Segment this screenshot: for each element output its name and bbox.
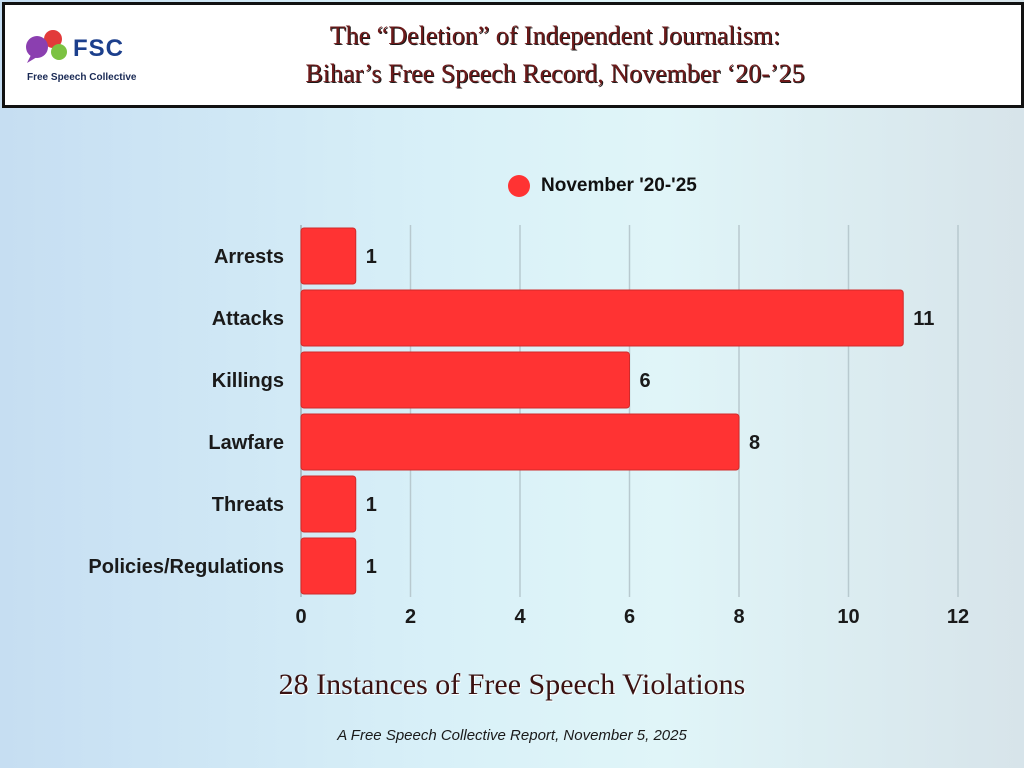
x-tick-label: 10 xyxy=(837,606,859,628)
x-tick-label: 8 xyxy=(733,606,744,628)
x-tick-label: 0 xyxy=(295,606,306,628)
category-label: Threats xyxy=(212,494,284,516)
legend-label: November '20-'25 xyxy=(541,175,697,196)
data-label: 1 xyxy=(366,246,377,268)
bar xyxy=(300,537,357,595)
bar xyxy=(300,289,904,347)
data-label: 6 xyxy=(640,370,651,392)
title-line-1: The “Deletion” of Independent Journalism… xyxy=(329,21,781,50)
logo-org-name: Free Speech Collective xyxy=(27,72,137,83)
x-tick-label: 6 xyxy=(624,606,635,628)
category-label: Killings xyxy=(212,370,284,392)
title-line-2: Bihar’s Free Speech Record, November ‘20… xyxy=(305,59,805,88)
x-tick-label: 2 xyxy=(405,606,416,628)
chart-caption: 28 Instances of Free Speech Violations xyxy=(278,668,746,701)
legend-swatch xyxy=(508,175,530,197)
data-label: 11 xyxy=(913,308,934,330)
data-label: 1 xyxy=(366,494,377,516)
header-banner: FSC Free Speech Collective The “Deletion… xyxy=(2,2,1024,108)
data-label: 8 xyxy=(749,432,760,454)
bar xyxy=(300,475,357,533)
category-label: Policies/Regulations xyxy=(88,556,284,578)
category-label: Arrests xyxy=(214,246,284,268)
speech-bubbles-icon xyxy=(26,30,67,63)
report-credit: A Free Speech Collective Report, Novembe… xyxy=(337,727,687,744)
logo-abbreviation: FSC xyxy=(73,35,124,62)
x-tick-label: 12 xyxy=(947,606,969,628)
category-label: Attacks xyxy=(212,308,284,330)
data-label: 1 xyxy=(366,556,377,578)
bar xyxy=(300,413,740,471)
bar xyxy=(300,227,357,285)
fsc-logo: FSC Free Speech Collective xyxy=(23,29,143,89)
x-tick-label: 4 xyxy=(514,606,526,628)
bar xyxy=(300,351,630,409)
category-label: Lawfare xyxy=(208,432,284,454)
page-title: The “Deletion” of Independent Journalism… xyxy=(245,17,865,93)
